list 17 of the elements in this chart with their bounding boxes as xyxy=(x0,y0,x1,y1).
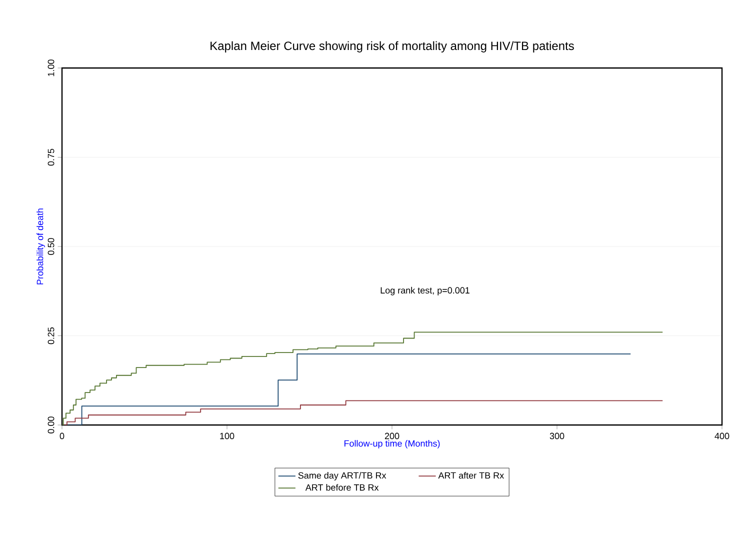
y-tick-label: 1.00 xyxy=(48,60,54,76)
x-tick-label: 200 xyxy=(384,432,400,440)
x-tick-label: 400 xyxy=(714,432,730,440)
x-axis-title: Follow-up time (Months) xyxy=(344,440,440,448)
y-axis-title: Probability of death xyxy=(36,208,45,284)
x-tick-label: 100 xyxy=(220,432,234,440)
x-tick-label: 300 xyxy=(550,432,564,440)
y-tick-label: 0.50 xyxy=(48,238,54,255)
legend-label: Same day ART/TB Rx xyxy=(298,472,386,480)
annotation: Log rank test, p=0.001 xyxy=(380,286,470,296)
legend-label: ART before TB Rx xyxy=(305,484,379,491)
y-tick-label: 0.75 xyxy=(48,148,54,166)
y-tick-label: 0.00 xyxy=(48,416,54,434)
legend-label: ART after TB Rx xyxy=(438,472,504,479)
y-tick-label: 0.25 xyxy=(48,327,54,344)
chart-title: Kaplan Meier Curve showing risk of mortality among HIV/TB patients xyxy=(210,41,574,52)
x-tick-label: 0 xyxy=(60,432,64,440)
